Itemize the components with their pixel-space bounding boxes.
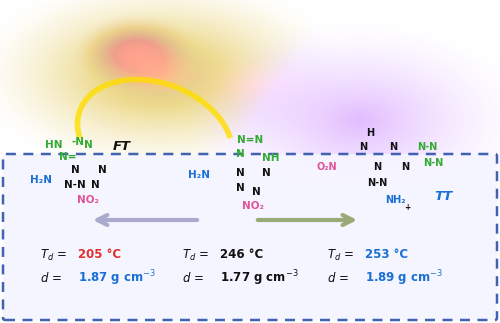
Text: $\mathit{T_d}$ =: $\mathit{T_d}$ = xyxy=(182,247,209,263)
Text: N: N xyxy=(70,165,80,175)
Text: H₂N: H₂N xyxy=(30,175,52,185)
Text: 205 °C: 205 °C xyxy=(78,248,121,262)
Text: +: + xyxy=(404,203,410,212)
Text: N-N: N-N xyxy=(64,180,86,190)
Text: NO₂: NO₂ xyxy=(242,201,264,211)
Text: N: N xyxy=(359,142,367,152)
Text: N-N: N-N xyxy=(417,142,437,152)
Text: TT: TT xyxy=(434,191,452,203)
Text: N: N xyxy=(236,168,244,178)
Text: N-N: N-N xyxy=(423,158,443,168)
Text: 246 °C: 246 °C xyxy=(220,248,263,262)
Text: H₂N: H₂N xyxy=(188,170,210,180)
Text: NH₂: NH₂ xyxy=(385,195,405,205)
Text: N: N xyxy=(401,162,409,172)
Text: N: N xyxy=(84,140,92,150)
Text: N: N xyxy=(98,165,106,175)
Text: H: H xyxy=(366,128,374,138)
Text: N-N: N-N xyxy=(367,178,387,188)
Text: NO₂: NO₂ xyxy=(77,195,99,205)
FancyBboxPatch shape xyxy=(3,154,497,320)
Text: N: N xyxy=(236,183,244,193)
Text: 1.89 g cm$^{-3}$: 1.89 g cm$^{-3}$ xyxy=(365,268,443,288)
Text: 1.87 g cm$^{-3}$: 1.87 g cm$^{-3}$ xyxy=(78,268,156,288)
Text: N: N xyxy=(236,149,244,159)
Text: $\mathit{T_d}$ =: $\mathit{T_d}$ = xyxy=(327,247,354,263)
Text: $\mathit{T_d}$ =: $\mathit{T_d}$ = xyxy=(40,247,67,263)
Text: 253 °C: 253 °C xyxy=(365,248,408,262)
Text: N: N xyxy=(389,142,397,152)
Text: NH: NH xyxy=(262,153,280,163)
Text: N=N: N=N xyxy=(237,135,263,145)
Text: N: N xyxy=(373,162,381,172)
Text: N=: N= xyxy=(60,152,77,162)
Text: HN: HN xyxy=(44,140,62,150)
Text: 1.77 g cm$^{-3}$: 1.77 g cm$^{-3}$ xyxy=(220,268,298,288)
Text: N: N xyxy=(252,187,260,197)
Text: FT: FT xyxy=(113,141,131,153)
Text: -N: -N xyxy=(72,137,85,147)
Text: $\mathit{d}$ =: $\mathit{d}$ = xyxy=(327,271,349,285)
Text: $\mathit{d}$ =: $\mathit{d}$ = xyxy=(40,271,62,285)
Text: O₂N: O₂N xyxy=(316,162,337,172)
Text: $\mathit{d}$ =: $\mathit{d}$ = xyxy=(182,271,204,285)
Text: N: N xyxy=(262,168,270,178)
Text: N: N xyxy=(91,180,100,190)
